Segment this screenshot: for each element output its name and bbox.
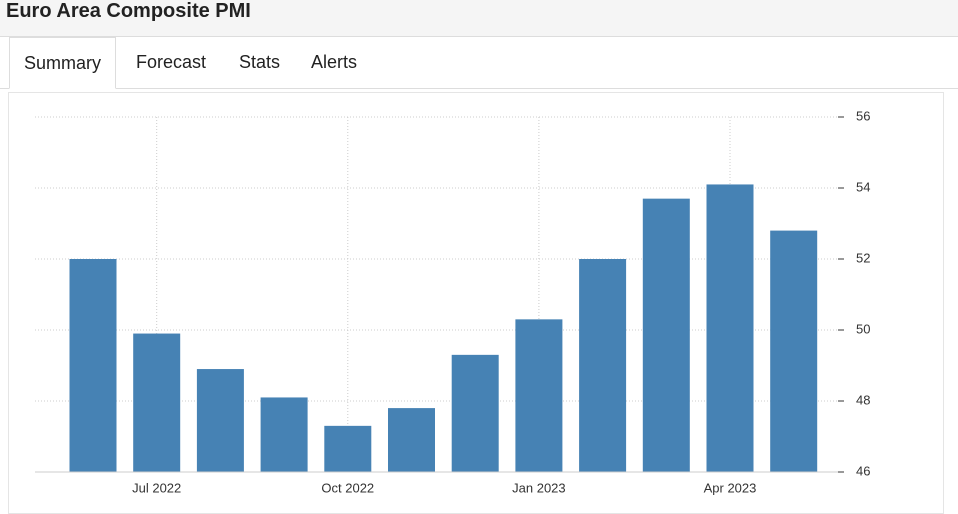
y-tick-label: 54 [856, 179, 870, 194]
bar [196, 369, 244, 472]
bar [579, 259, 627, 472]
bar [451, 354, 499, 472]
bar [515, 319, 563, 472]
x-tick-label: Oct 2022 [321, 480, 374, 495]
page-title: Euro Area Composite PMI [6, 0, 251, 22]
bar [69, 259, 117, 472]
y-tick-label: 48 [856, 392, 870, 407]
y-tick-label: 46 [856, 463, 870, 478]
bar [324, 425, 372, 472]
x-tick-label: Apr 2023 [704, 480, 757, 495]
tab-bar: Summary Forecast Stats Alerts [0, 37, 958, 89]
bar [706, 184, 754, 472]
x-tick-label: Jul 2022 [132, 480, 181, 495]
bar [133, 333, 181, 472]
y-tick-label: 50 [856, 321, 870, 336]
bar [770, 230, 818, 472]
tab[interactable]: Summary [9, 37, 117, 89]
y-tick-label: 56 [856, 108, 870, 123]
bar [642, 198, 690, 472]
tab[interactable]: Forecast [136, 52, 207, 72]
bar [388, 408, 435, 472]
x-tick-label: Jan 2023 [512, 480, 566, 495]
header: Euro Area Composite PMI [0, 0, 958, 37]
bar [260, 397, 308, 472]
y-tick-label: 52 [856, 250, 870, 265]
tab[interactable]: Alerts [311, 52, 358, 72]
tab[interactable]: Stats [239, 52, 281, 72]
